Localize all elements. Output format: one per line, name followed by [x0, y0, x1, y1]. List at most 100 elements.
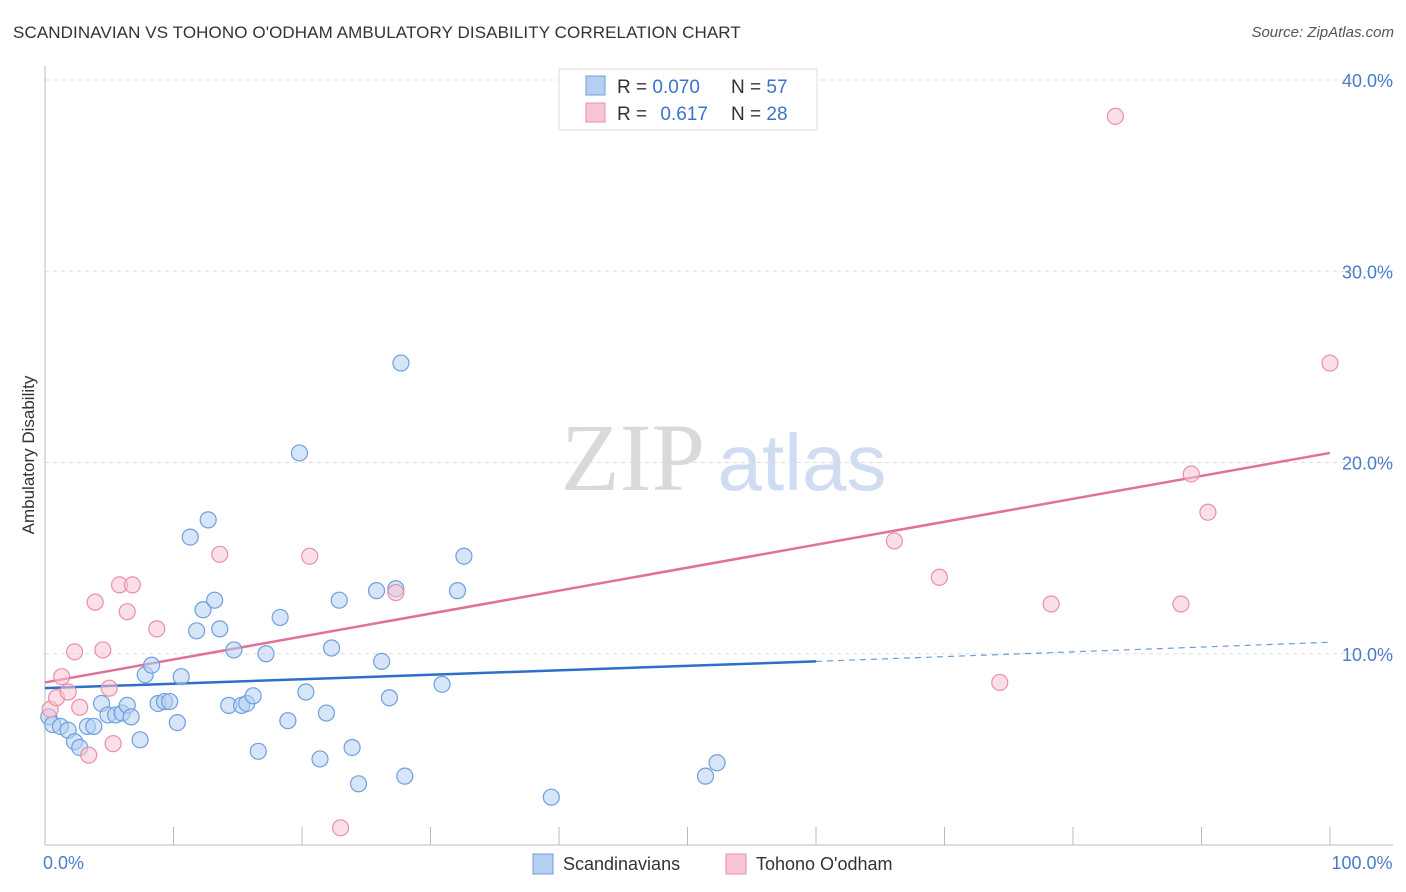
bottom-legend: Scandinavians Tohono O'odham — [532, 853, 893, 875]
x-tick-label-1: 100.0% — [1331, 853, 1392, 873]
watermark-zip: ZIP — [561, 404, 705, 511]
trend-line-blue — [44, 660, 817, 690]
trend-line-blue-extension — [815, 641, 1331, 662]
point-blue-20 — [168, 713, 186, 732]
point-blue-27 — [211, 620, 229, 638]
point-blue-39 — [311, 750, 329, 768]
point-blue-22 — [181, 528, 199, 546]
trend-lines — [44, 451, 1331, 690]
point-pink-6 — [80, 746, 98, 764]
point-blue-23 — [188, 622, 206, 640]
point-blue-44 — [349, 775, 368, 793]
point-pink-20 — [930, 568, 948, 586]
legend-r-value-2: 0.617 — [660, 104, 708, 125]
y-tick-label-1: 20.0% — [1342, 454, 1393, 474]
point-blue-38 — [297, 683, 315, 701]
svg-text:N = 57: N = 57 — [731, 77, 788, 98]
point-pink-9 — [100, 679, 118, 697]
point-blue-55 — [696, 767, 715, 785]
y-tick-label-3: 40.0% — [1342, 71, 1393, 91]
point-pink-7 — [86, 593, 104, 611]
legend-n-label-1: N = — [731, 77, 766, 98]
point-blue-13 — [122, 708, 140, 726]
point-pink-23 — [1106, 107, 1125, 125]
point-blue-50 — [396, 767, 414, 785]
point-blue-52 — [448, 582, 467, 600]
point-blue-32 — [244, 687, 262, 705]
point-pink-14 — [148, 620, 166, 638]
point-pink-19 — [885, 532, 903, 550]
point-pink-27 — [1321, 354, 1339, 372]
point-pink-3 — [59, 683, 77, 701]
gridlines — [45, 79, 1393, 655]
point-pink-18 — [387, 583, 405, 602]
point-pink-17 — [331, 819, 350, 837]
chart-source: Source: ZipAtlas.com — [1251, 24, 1394, 41]
legend-n-value-2: 28 — [766, 104, 787, 125]
bottom-legend-label-pink: Tohono O'odham — [756, 854, 893, 874]
point-blue-56 — [708, 754, 726, 772]
point-blue-25 — [199, 511, 217, 529]
point-pink-4 — [65, 643, 84, 661]
legend-r-label-2: R = — [617, 104, 652, 125]
point-pink-22 — [1042, 595, 1060, 613]
chart-title: SCANDINAVIAN VS TOHONO O'ODHAM AMBULATOR… — [13, 23, 741, 42]
y-axis-label: Ambulatory Disability — [19, 375, 38, 534]
point-blue-54 — [542, 788, 560, 806]
point-blue-34 — [257, 645, 275, 663]
point-pink-26 — [1199, 503, 1217, 521]
legend-r-label-1: R = — [617, 77, 652, 98]
point-blue-51 — [433, 675, 451, 693]
point-blue-26 — [206, 591, 224, 609]
point-blue-47 — [380, 689, 398, 707]
legend-n-label-2: N = — [731, 104, 766, 125]
y-tick-label-0: 10.0% — [1342, 645, 1393, 665]
bottom-legend-label-blue: Scandinavians — [563, 854, 680, 874]
trend-line-pink — [44, 451, 1331, 684]
point-blue-41 — [322, 639, 341, 657]
legend-swatch-pink — [585, 102, 606, 123]
point-blue-49 — [392, 354, 410, 372]
point-blue-21 — [172, 668, 190, 686]
point-blue-37 — [290, 444, 309, 462]
tick-labels: 10.0% 20.0% 30.0% 40.0% 0.0% 100.0% — [43, 71, 1393, 873]
legend-n-value-1: 57 — [766, 77, 787, 98]
point-pink-8 — [94, 641, 112, 659]
legend-swatch-blue — [585, 75, 606, 96]
point-pink-15 — [211, 545, 229, 563]
point-pink-10 — [104, 735, 122, 753]
point-blue-16 — [143, 656, 161, 674]
point-pink-2 — [53, 668, 71, 686]
point-blue-7 — [85, 717, 103, 736]
point-blue-36 — [279, 712, 297, 730]
svg-text:R = 0.070: R = 0.070 — [617, 77, 700, 98]
point-pink-25 — [1182, 465, 1200, 483]
point-blue-24 — [194, 601, 212, 619]
point-blue-35 — [271, 608, 289, 627]
point-pink-24 — [1172, 595, 1190, 613]
point-blue-53 — [455, 547, 473, 565]
bottom-legend-swatch-pink — [725, 853, 747, 875]
point-pink-12 — [118, 603, 136, 621]
point-blue-33 — [249, 742, 267, 760]
point-blue-40 — [317, 704, 336, 722]
data-points — [40, 107, 1339, 837]
point-pink-5 — [71, 698, 89, 716]
point-blue-29 — [225, 641, 243, 659]
top-legend: R = 0.070 N = 57 R = 0.617 N = 28 — [558, 68, 818, 131]
point-blue-46 — [373, 652, 391, 671]
watermark-atlas: atlas — [718, 418, 887, 507]
point-blue-42 — [330, 591, 348, 609]
point-blue-45 — [367, 582, 386, 600]
y-tick-label-2: 30.0% — [1342, 262, 1393, 282]
point-pink-13 — [123, 576, 141, 594]
svg-text:R = 0.617: R = 0.617 — [617, 104, 708, 125]
x-tick-label-0: 0.0% — [43, 853, 84, 873]
svg-text:N = 28: N = 28 — [731, 104, 788, 125]
legend-r-value-1: 0.070 — [652, 77, 700, 98]
point-pink-21 — [991, 673, 1009, 692]
point-blue-43 — [343, 738, 361, 757]
point-blue-19 — [161, 692, 179, 711]
bottom-legend-swatch-blue — [532, 853, 554, 875]
